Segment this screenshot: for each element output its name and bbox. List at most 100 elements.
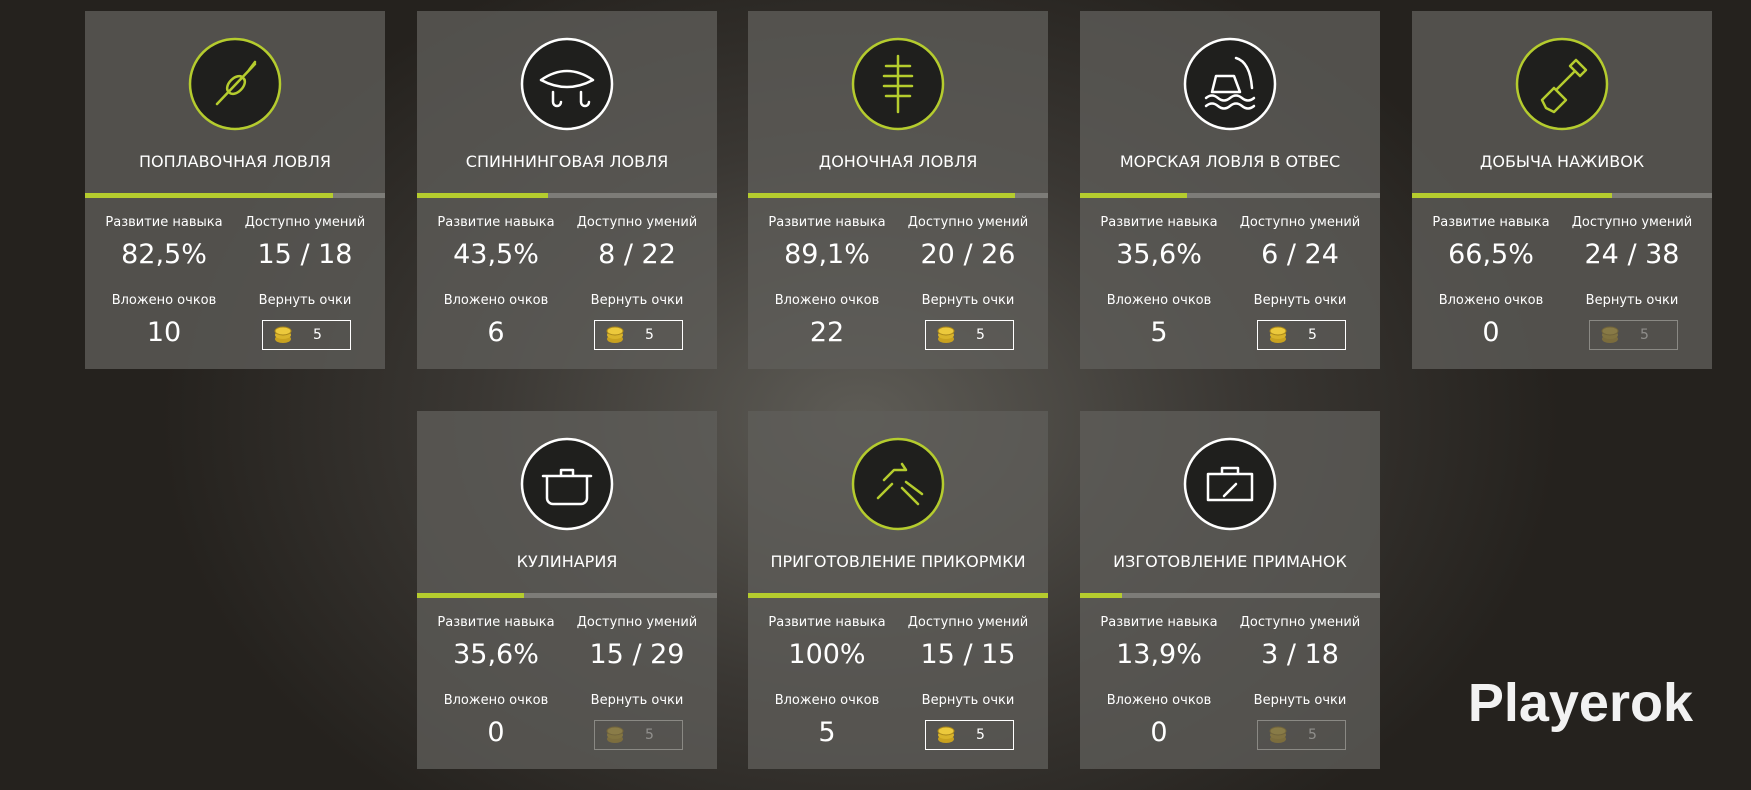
progress-label: Развитие навыка xyxy=(1100,215,1218,230)
skills-label: Доступно умений xyxy=(1571,215,1693,230)
card-title: КУЛИНАРИЯ xyxy=(516,552,618,571)
refund-cost: 5 xyxy=(976,327,985,343)
progress-fill xyxy=(748,193,1016,198)
refund-cost: 5 xyxy=(645,727,654,743)
coin-icon xyxy=(606,326,624,343)
skill-card: ДОНОЧНАЯ ЛОВЛЯ Развитие навыка Доступно ум… xyxy=(748,11,1048,369)
invested-label: Вложено очков xyxy=(774,693,880,708)
refund-label: Вернуть очки xyxy=(590,693,684,708)
skills-value: 6 / 24 xyxy=(1261,239,1339,270)
progress-value: 13,9% xyxy=(1116,639,1202,670)
progress-label: Развитие навыка xyxy=(437,615,555,630)
progress-fill xyxy=(1080,593,1122,598)
skill-card: КУЛИНАРИЯ Развитие навыка Доступно умений 3… xyxy=(417,411,717,769)
progress-fill xyxy=(1080,193,1187,198)
coin-icon xyxy=(937,726,955,743)
progress-value: 35,6% xyxy=(1116,239,1202,270)
invested-value: 0 xyxy=(1482,317,1500,348)
progress-label: Развитие навыка xyxy=(1432,215,1550,230)
card-title: МОРСКАЯ ЛОВЛЯ В ОТВЕС xyxy=(1119,152,1341,171)
skill-card: МОРСКАЯ ЛОВЛЯ В ОТВЕС Развитие навыка Дост… xyxy=(1080,11,1380,369)
invested-label: Вложено очков xyxy=(774,293,880,308)
progress-value: 66,5% xyxy=(1448,239,1534,270)
progress-value: 35,6% xyxy=(453,639,539,670)
refund-label: Вернуть очки xyxy=(258,293,352,308)
skills-value: 15 / 29 xyxy=(589,639,685,670)
refund-label: Вернуть очки xyxy=(1253,693,1347,708)
progress-track xyxy=(748,593,1048,598)
skill-icon xyxy=(1183,37,1277,131)
invested-label: Вложено очков xyxy=(443,693,549,708)
skill-icon xyxy=(520,437,614,531)
refund-label: Вернуть очки xyxy=(590,293,684,308)
skill-icon xyxy=(851,37,945,131)
refund-button[interactable]: 5 xyxy=(594,320,683,350)
progress-fill xyxy=(85,193,333,198)
refund-button[interactable]: 5 xyxy=(1257,320,1346,350)
progress-value: 100% xyxy=(788,639,866,670)
card-title: СПИННИНГОВАЯ ЛОВЛЯ xyxy=(465,152,669,171)
progress-value: 89,1% xyxy=(784,239,870,270)
refund-button: 5 xyxy=(1257,720,1346,750)
invested-value: 22 xyxy=(809,317,845,348)
refund-button[interactable]: 5 xyxy=(925,320,1014,350)
skills-value: 15 / 18 xyxy=(257,239,353,270)
coin-icon xyxy=(606,726,624,743)
coin-icon xyxy=(1601,326,1619,343)
coin-icon xyxy=(937,326,955,343)
skill-card: ИЗГОТОВЛЕНИЕ ПРИМАНОК Развитие навыка Дост… xyxy=(1080,411,1380,769)
progress-track xyxy=(85,193,385,198)
refund-cost: 5 xyxy=(645,327,654,343)
refund-button: 5 xyxy=(1589,320,1678,350)
invested-label: Вложено очков xyxy=(1106,293,1212,308)
progress-label: Развитие навыка xyxy=(105,215,223,230)
refund-label: Вернуть очки xyxy=(1253,293,1347,308)
card-title: ДОНОЧНАЯ ЛОВЛЯ xyxy=(818,152,978,171)
progress-label: Развитие навыка xyxy=(437,215,555,230)
skills-value: 20 / 26 xyxy=(920,239,1016,270)
refund-cost: 5 xyxy=(1308,327,1317,343)
refund-label: Вернуть очки xyxy=(921,293,1015,308)
skills-value: 24 / 38 xyxy=(1584,239,1680,270)
progress-fill xyxy=(417,193,548,198)
skills-value: 15 / 15 xyxy=(920,639,1016,670)
progress-label: Развитие навыка xyxy=(768,215,886,230)
skills-value: 8 / 22 xyxy=(598,239,676,270)
refund-button[interactable]: 5 xyxy=(262,320,351,350)
progress-track xyxy=(417,593,717,598)
skills-label: Доступно умений xyxy=(576,615,698,630)
progress-fill xyxy=(748,593,1048,598)
invested-label: Вложено очков xyxy=(111,293,217,308)
invested-value: 0 xyxy=(1150,717,1168,748)
refund-cost: 5 xyxy=(976,727,985,743)
skill-icon xyxy=(851,437,945,531)
invested-value: 10 xyxy=(146,317,182,348)
skill-icon xyxy=(1515,37,1609,131)
progress-track xyxy=(1080,593,1380,598)
progress-track xyxy=(748,193,1048,198)
refund-label: Вернуть очки xyxy=(1585,293,1679,308)
skills-label: Доступно умений xyxy=(907,215,1029,230)
card-title: ИЗГОТОВЛЕНИЕ ПРИМАНОК xyxy=(1113,552,1347,571)
progress-label: Развитие навыка xyxy=(1100,615,1218,630)
coin-icon xyxy=(1269,726,1287,743)
refund-button[interactable]: 5 xyxy=(925,720,1014,750)
card-title: ДОБЫЧА НАЖИВОК xyxy=(1479,152,1645,171)
refund-label: Вернуть очки xyxy=(921,693,1015,708)
progress-track xyxy=(1080,193,1380,198)
invested-value: 5 xyxy=(818,717,836,748)
progress-fill xyxy=(417,593,524,598)
card-title: ПРИГОТОВЛЕНИЕ ПРИКОРМКИ xyxy=(770,552,1026,571)
invested-value: 5 xyxy=(1150,317,1168,348)
progress-value: 82,5% xyxy=(121,239,207,270)
skills-value: 3 / 18 xyxy=(1261,639,1339,670)
refund-cost: 5 xyxy=(313,327,322,343)
skills-label: Доступно умений xyxy=(244,215,366,230)
skill-icon xyxy=(520,37,614,131)
invested-label: Вложено очков xyxy=(1106,693,1212,708)
skills-label: Доступно умений xyxy=(1239,615,1361,630)
invested-value: 0 xyxy=(487,717,505,748)
skill-icon xyxy=(1183,437,1277,531)
skills-label: Доступно умений xyxy=(576,215,698,230)
